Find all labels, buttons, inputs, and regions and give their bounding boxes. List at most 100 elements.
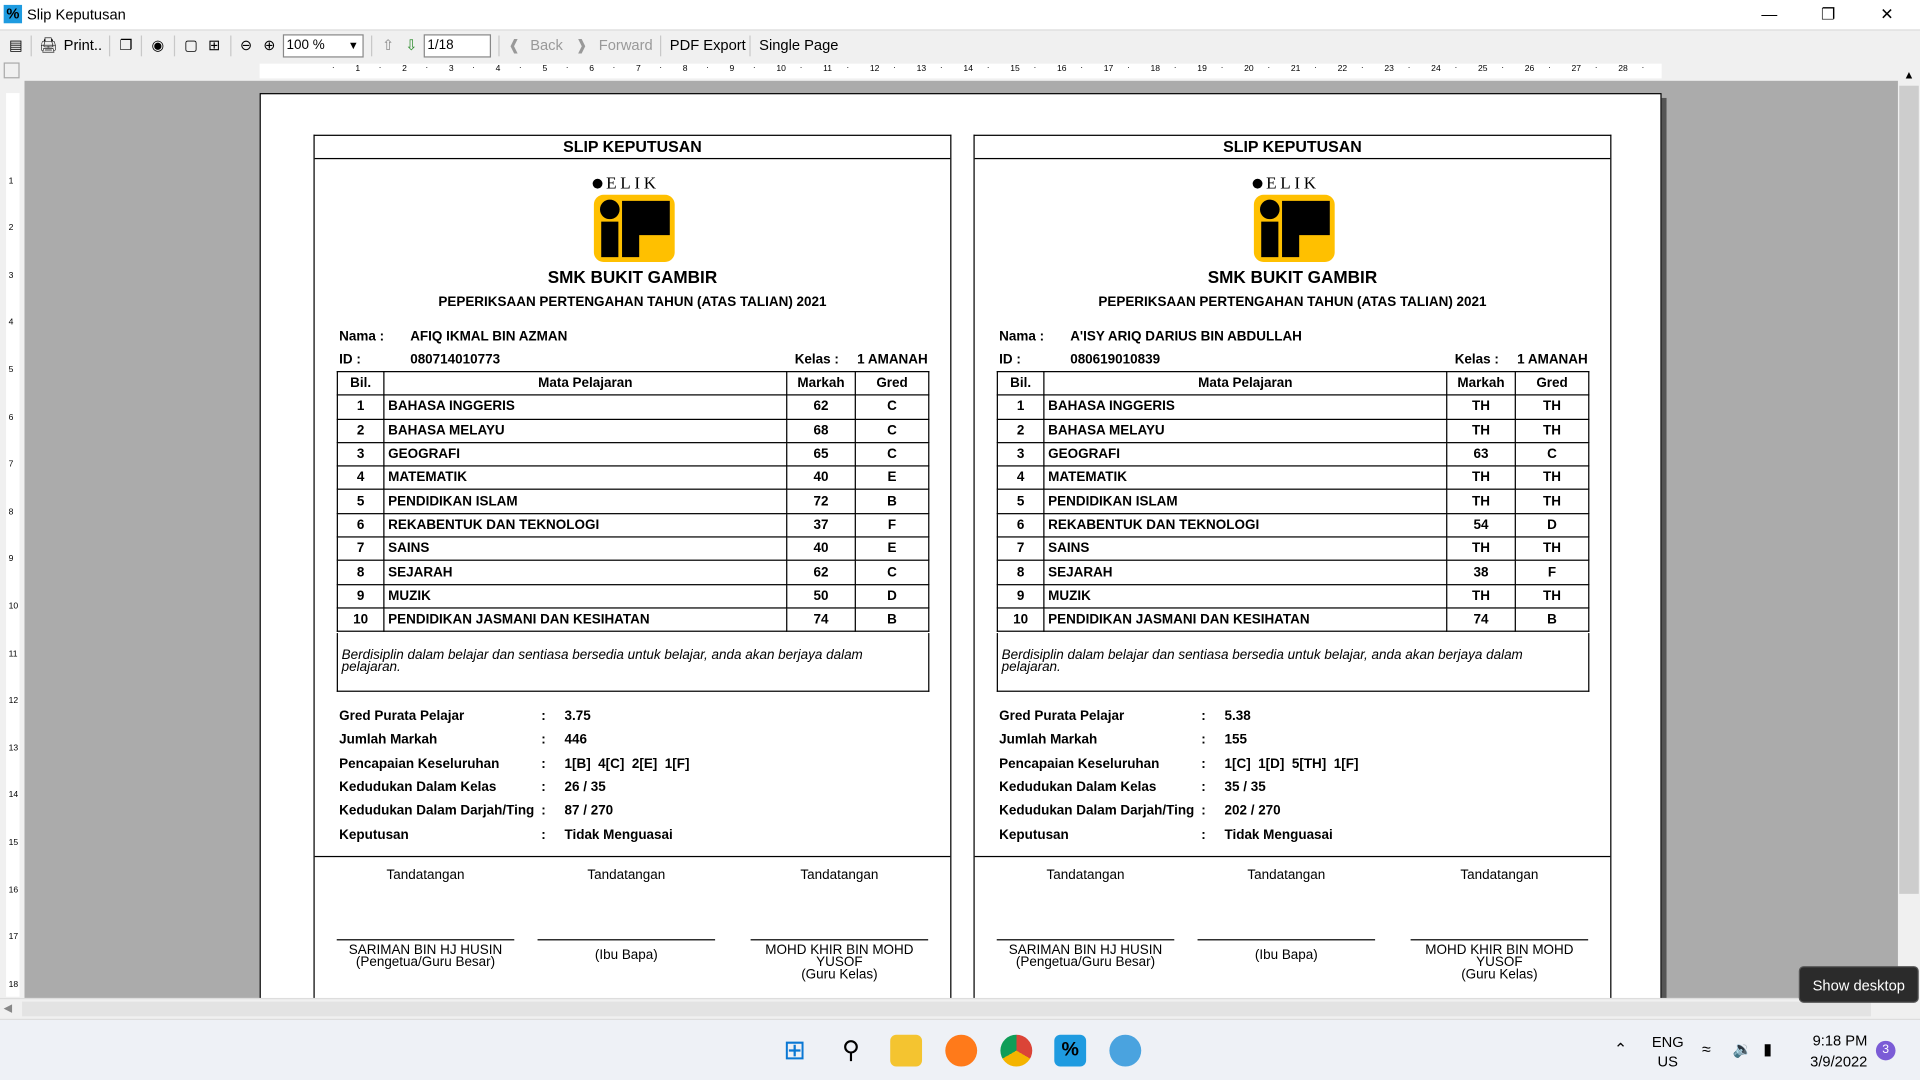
ruler-tick: 26: [1524, 64, 1535, 74]
ruler-tick: 14: [963, 64, 973, 74]
ruler-tick: 10: [776, 64, 786, 74]
search-icon[interactable]: ⚲: [842, 1037, 860, 1065]
signer-name: MOHD KHIR BIN MOHD YUSOF: [765, 942, 914, 970]
battery-icon[interactable]: ▮: [1763, 1039, 1773, 1058]
marks-table: Bil. Mata Pelajaran Markah Gred 1 BAHASA IN…: [996, 371, 1590, 633]
back-button[interactable]: Back: [530, 36, 563, 54]
ruler-tick: ·: [425, 63, 429, 73]
previous-page-icon[interactable]: ⇧: [382, 36, 395, 54]
summary-label: Pencapaian Keseluruhan: [339, 756, 500, 771]
summary-colon: :: [541, 708, 546, 724]
forward-arrow-icon[interactable]: ❱: [575, 36, 588, 54]
firefox-icon[interactable]: [945, 1034, 978, 1067]
summary-colon: :: [541, 779, 546, 795]
pdf-export-button[interactable]: PDF Export: [669, 36, 746, 54]
chevron-down-icon: ▼: [347, 39, 359, 52]
subject-number: 3: [336, 441, 385, 467]
column-header: Bil.: [996, 371, 1045, 396]
wifi-icon[interactable]: ≈: [1702, 1039, 1711, 1058]
ruler-tick: ·: [1080, 63, 1084, 73]
volume-icon[interactable]: 🔉: [1732, 1039, 1753, 1058]
ruler-tick: 22: [1337, 64, 1348, 74]
summary-label: Keputusan: [339, 827, 409, 842]
close-button[interactable]: ✕: [1880, 4, 1894, 24]
ruler-tick: ·: [1220, 63, 1224, 73]
toolbar: ▤ 🖨 Print.. ❐ ◉ ▢ ⊞ ⊖ ⊕ 100 % ▼ ⇧ ⇩ 1/18 …: [0, 29, 1920, 61]
language-indicator[interactable]: ENG US: [1652, 1032, 1684, 1071]
vertical-ruler: 1 2 3 4 5 6 7 8 9 10 11 12 13 14 15 16 17 18: [6, 93, 20, 997]
subject-grade: D: [854, 583, 930, 609]
table-row: 2 BAHASA MELAYU 68 C: [336, 418, 930, 444]
ruler-tick: ·: [752, 63, 756, 73]
summary-colon: :: [541, 827, 546, 842]
printer-icon[interactable]: 🖨: [39, 36, 58, 54]
clock[interactable]: 9:18 PM 3/9/2022: [1800, 1031, 1867, 1073]
school-name: SMK BUKIT GAMBIR: [1207, 266, 1378, 287]
subject-name: REKABENTUK DAN TEKNOLOGI: [383, 512, 788, 538]
zoom-in-icon[interactable]: ⊕: [263, 36, 276, 54]
subject-grade: F: [1514, 560, 1590, 585]
vertical-scrollbar[interactable]: ▲: [1897, 61, 1920, 998]
svg-text:ELIK: ELIK: [1266, 174, 1320, 193]
minimize-button[interactable]: —: [1761, 4, 1778, 24]
single-page-view-icon[interactable]: ▢: [184, 36, 198, 54]
ruler-tick: 5: [8, 366, 14, 375]
scroll-up-icon[interactable]: ▲: [1903, 68, 1915, 81]
paint-icon[interactable]: [1109, 1034, 1142, 1067]
print-button[interactable]: Print..: [63, 36, 103, 54]
column-header: Bil.: [336, 371, 385, 396]
subject-mark: 40: [786, 465, 856, 491]
subject-name: PENDIDIKAN JASMANI DAN KESIHATAN: [1043, 607, 1448, 633]
summary-value: Tidak Menguasai: [1224, 827, 1333, 842]
notification-badge[interactable]: 3: [1875, 1040, 1896, 1061]
ruler-tick: 13: [916, 64, 927, 74]
scroll-thumb[interactable]: [1899, 85, 1919, 894]
column-header: Mata Pelajaran: [1043, 371, 1448, 396]
single-page-button[interactable]: Single Page: [759, 36, 839, 54]
subject-number: 6: [336, 512, 385, 538]
file-explorer-icon[interactable]: [890, 1034, 923, 1067]
scroll-thumb-horizontal[interactable]: [22, 1001, 1872, 1017]
summary-colon: :: [1201, 708, 1206, 724]
subject-mark: TH: [1446, 418, 1516, 444]
scroll-left-icon[interactable]: ◀: [3, 1001, 13, 1014]
chevron-up-icon[interactable]: ⌃: [1613, 1039, 1628, 1058]
signer: MOHD KHIR BIN MOHD YUSOF (Guru Kelas): [1417, 943, 1582, 981]
ruler-tick: ·: [518, 63, 522, 73]
signature-caption: Tandatangan: [800, 868, 879, 883]
horizontal-scrollbar[interactable]: ◀: [0, 997, 1898, 1019]
summary-colon: :: [541, 803, 546, 819]
find-binoculars-icon[interactable]: ◉: [151, 36, 165, 54]
ruler-tick: ·: [1501, 63, 1505, 73]
subject-number: 5: [996, 489, 1045, 515]
ruler-tick: ·: [939, 63, 943, 73]
signature-caption: Tandatangan: [1046, 868, 1125, 883]
subject-mark: 50: [786, 583, 856, 609]
copy-icon[interactable]: ❐: [119, 36, 133, 54]
subject-mark: 68: [786, 418, 856, 444]
slip-app-icon[interactable]: %: [1054, 1034, 1087, 1067]
toggle-tree-icon[interactable]: ▤: [8, 36, 23, 54]
ruler-tick: ·: [378, 63, 382, 73]
exam-title: PEPERIKSAAN PERTENGAHAN TAHUN (ATAS TALI…: [438, 295, 827, 310]
forward-button[interactable]: Forward: [598, 36, 653, 54]
ruler-tick: 14: [8, 791, 19, 801]
subject-grade: C: [854, 560, 930, 585]
restore-button[interactable]: ❐: [1821, 4, 1836, 24]
zoom-out-icon[interactable]: ⊖: [239, 36, 253, 54]
signer-role: (Pengetua/Guru Besar): [1015, 955, 1156, 970]
ruler-tick: 23: [1384, 64, 1394, 74]
table-row: 4 MATEMATIK 40 E: [336, 465, 930, 491]
summary-label: Pencapaian Keseluruhan: [999, 756, 1160, 771]
zoom-select[interactable]: 100 % ▼: [282, 34, 364, 58]
page-number-input[interactable]: 1/18: [423, 34, 492, 58]
windows-start-icon[interactable]: ⊞: [783, 1034, 806, 1066]
chrome-icon[interactable]: [1000, 1034, 1033, 1067]
next-page-icon[interactable]: ⇩: [405, 36, 418, 54]
subject-name: BAHASA INGGERIS: [383, 394, 788, 420]
ruler-tick: 21: [1290, 64, 1301, 74]
multi-page-view-icon[interactable]: ⊞: [208, 36, 221, 54]
result-slip: SLIP KEPUTUSAN ELIK SMK BUKIT GAMBIR PEP…: [313, 134, 952, 998]
back-arrow-icon[interactable]: ❰: [508, 36, 521, 54]
report-page: SLIP KEPUTUSAN ELIK SMK BUKIT GAMBIR PEP…: [259, 93, 1662, 998]
